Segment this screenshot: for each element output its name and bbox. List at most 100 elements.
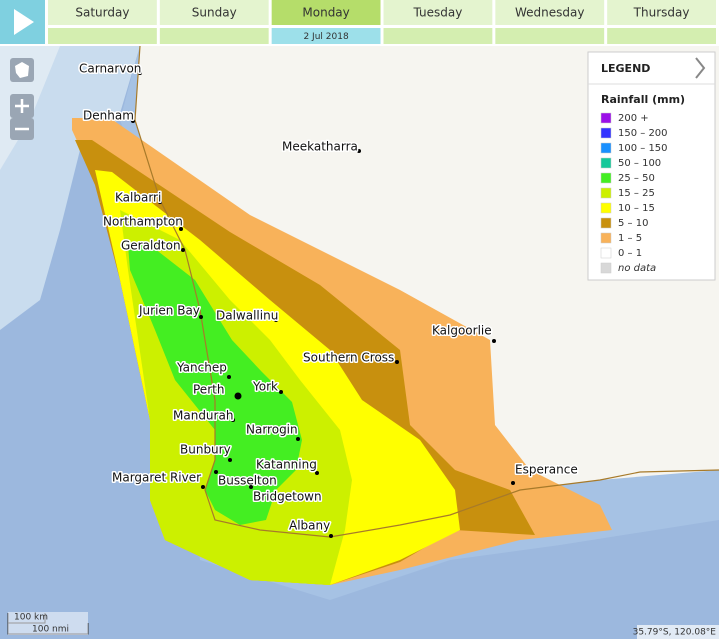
- place-dot: [131, 119, 135, 123]
- shelf: [0, 46, 140, 330]
- place-label: Carnarvon: [79, 62, 141, 76]
- legend-label: 150 – 200: [618, 128, 668, 139]
- date-cell: [383, 28, 493, 44]
- place-label: Busselton: [218, 474, 277, 488]
- legend-swatch: [600, 112, 612, 124]
- place-label: Jurien Bay: [138, 304, 200, 318]
- date-cell: [495, 28, 605, 44]
- place-dot: [279, 390, 283, 394]
- australia-icon: [15, 62, 29, 78]
- date-cell: [48, 28, 157, 44]
- place-dot: [357, 149, 361, 153]
- place-dot: [296, 437, 300, 441]
- day-tab[interactable]: [607, 0, 716, 25]
- place-dot: [214, 470, 218, 474]
- legend-label: 0 – 1: [618, 248, 642, 259]
- legend-swatch: [600, 202, 612, 214]
- place-dot: [315, 471, 319, 475]
- place-label: Margaret River: [112, 471, 201, 485]
- place-dot: [227, 375, 231, 379]
- place-label: Narrogin: [246, 423, 298, 437]
- day-tab[interactable]: [271, 0, 381, 25]
- legend-swatch: [600, 247, 612, 259]
- day-tab[interactable]: [48, 0, 157, 25]
- place-label: Bunbury: [180, 443, 231, 457]
- place-dot: [199, 315, 203, 319]
- day-tab[interactable]: [159, 0, 269, 25]
- day-label: Sunday: [192, 6, 237, 20]
- scale-bg: [8, 612, 88, 635]
- play-icon: [14, 9, 34, 35]
- place-label: Dalwallinu: [216, 309, 278, 323]
- legend-items: 200 + 150 – 200 100 – 150 50 – 100 25 – 50 15…: [600, 112, 668, 274]
- legend-label: 25 – 50: [618, 173, 655, 184]
- place-dot: [201, 485, 205, 489]
- day-label: Monday: [302, 6, 349, 20]
- legend-subtitle: Rainfall (mm): [601, 93, 685, 106]
- legend-title: LEGEND: [601, 62, 650, 75]
- place-label: Mandurah: [173, 409, 233, 423]
- day-tabs: Saturday Sunday Monday 2 Jul 2018 Tuesday Wed…: [48, 0, 716, 44]
- place-dot: [249, 485, 253, 489]
- place-dot: [181, 248, 185, 252]
- legend-label: no data: [618, 263, 656, 274]
- place-dot: [231, 418, 235, 422]
- legend-swatch: [600, 217, 612, 229]
- day-tab[interactable]: [383, 0, 493, 25]
- place-label: Northampton: [103, 215, 183, 229]
- place-dot: [511, 481, 515, 485]
- date-label: 2 Jul 2018: [303, 32, 348, 42]
- scale-nmi: 100 nmi: [32, 625, 69, 635]
- legend-swatch: [600, 172, 612, 184]
- place-dot: [492, 339, 496, 343]
- legend-toggle[interactable]: [695, 57, 706, 79]
- legend-label: 5 – 10: [618, 218, 648, 229]
- legend-swatch: [600, 262, 612, 274]
- scale-km: 100 km: [14, 613, 48, 623]
- legend-label: 10 – 15: [618, 203, 655, 214]
- place-dot: [329, 534, 333, 538]
- place-label: Meekatharra: [282, 140, 358, 154]
- date-cell: [607, 28, 716, 44]
- place-label: Yanchep: [176, 361, 227, 375]
- legend-swatch: [600, 187, 612, 199]
- day-label: Thursday: [633, 6, 690, 20]
- legend-label: 200 +: [618, 113, 649, 124]
- place-dot: [158, 200, 162, 204]
- coordinates-bg: [637, 625, 719, 639]
- date-cell: [271, 28, 381, 44]
- day-tab[interactable]: [495, 0, 605, 25]
- place-label: Denham: [83, 109, 134, 123]
- day-label: Saturday: [75, 6, 129, 20]
- place-label: Katanning: [256, 458, 317, 472]
- legend-label: 100 – 150: [618, 143, 668, 154]
- place-dot: [234, 392, 242, 400]
- legend-swatch: [600, 127, 612, 139]
- place-label: Kalgoorlie: [432, 324, 492, 338]
- legend-swatch: [600, 142, 612, 154]
- place-label: Bridgetown: [253, 490, 322, 504]
- legend-label: 1 – 5: [618, 233, 642, 244]
- place-label: Geraldton: [121, 239, 181, 253]
- place-dot: [179, 227, 183, 231]
- places: Carnarvon Denham Meekatharra Kalbarri Northa…: [78, 60, 579, 538]
- place-label: Perth: [193, 383, 224, 397]
- place-label: Albany: [289, 519, 330, 533]
- place-dot: [228, 458, 232, 462]
- day-label: Tuesday: [413, 6, 463, 20]
- coastline: [134, 45, 719, 538]
- plus-icon: [15, 99, 29, 113]
- place-label: Southern Cross: [303, 351, 394, 365]
- coordinates: 35.79°S, 120.08°E: [633, 628, 717, 638]
- place-label: York: [252, 380, 278, 394]
- legend-label: 50 – 100: [618, 158, 661, 169]
- legend-swatch: [600, 232, 612, 244]
- day-label: Wednesday: [515, 6, 584, 20]
- legend-swatch: [600, 157, 612, 169]
- place-dot: [395, 360, 399, 364]
- date-cell: [159, 28, 269, 44]
- legend-label: 15 – 25: [618, 188, 655, 199]
- place-label: Kalbarri: [115, 191, 161, 205]
- place-dot: [274, 318, 278, 322]
